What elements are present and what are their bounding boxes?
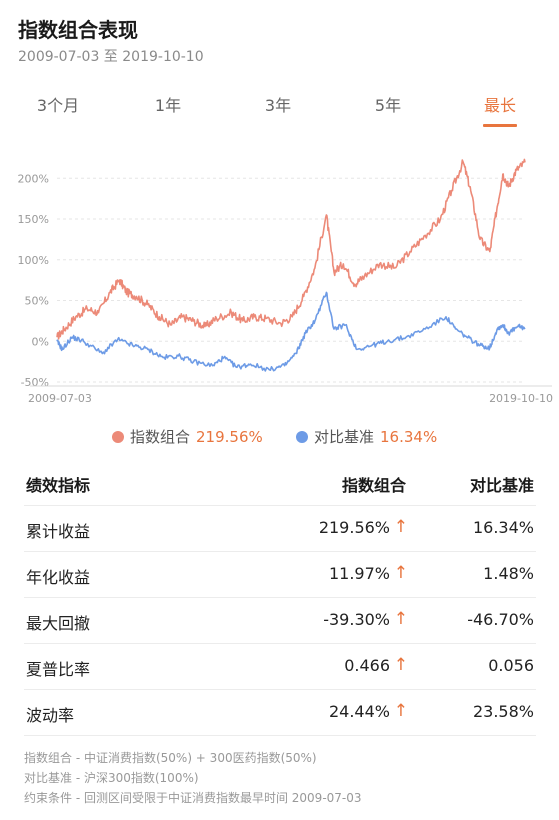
tab-1-year[interactable]: 1年 <box>154 96 182 115</box>
series-line-portfolio <box>56 158 526 340</box>
arrow-up-icon: ↑ <box>393 517 408 537</box>
performance-table: 绩效指标 指数组合 对比基准 累计收益 219.56% ↑ 16.34% 年化收… <box>24 460 536 736</box>
legend-portfolio: 指数组合 219.56% <box>112 426 263 447</box>
legend-portfolio-value: 219.56% <box>196 427 263 446</box>
legend-benchmark-value: 16.34% <box>380 427 438 446</box>
legend-benchmark-name: 对比基准 <box>314 428 375 446</box>
benchmark-dot-icon <box>296 430 308 443</box>
note-benchmark: 对比基准 - 沪深300指数(100%) <box>24 771 199 785</box>
portfolio-value: 11.97% <box>328 564 390 583</box>
performance-chart: 200% 150% 100% 50% 0% -50% 2009-07-03 2019-10-1… <box>18 158 553 405</box>
note-constraint: 约束条件 - 回测区间受限于中证消费指数最早时间 2009-07-03 <box>24 791 362 805</box>
arrow-up-icon: ↑ <box>393 563 408 583</box>
y-tick-label: 100% <box>18 254 49 267</box>
legend-benchmark: 对比基准 16.34% <box>296 426 437 447</box>
portfolio-value: 24.44% <box>328 702 390 721</box>
arrow-up-icon: ↑ <box>393 701 408 721</box>
y-tick-label: 0% <box>32 335 49 348</box>
x-tick-label: 2009-07-03 <box>28 392 92 405</box>
header-portfolio: 指数组合 <box>341 476 406 495</box>
tab-3-months[interactable]: 3个月 <box>36 96 80 115</box>
metric-label: 夏普比率 <box>26 660 91 679</box>
metric-label: 年化收益 <box>26 568 91 587</box>
date-range: 2009-07-03 至 2019-10-10 <box>18 49 204 65</box>
table-row: 年化收益 11.97% ↑ 1.48% <box>24 552 536 598</box>
portfolio-value: 0.466 <box>344 656 390 675</box>
table-row: 累计收益 219.56% ↑ 16.34% <box>24 506 536 552</box>
portfolio-value: -39.30% <box>323 610 390 629</box>
legend-portfolio-name: 指数组合 <box>130 428 191 446</box>
portfolio-value: 219.56% <box>318 518 390 537</box>
benchmark-value: 0.056 <box>488 656 534 675</box>
arrow-up-icon: ↑ <box>393 655 408 675</box>
arrow-up-icon: ↑ <box>393 609 408 629</box>
page-title: 指数组合表现 <box>18 18 138 42</box>
series-line-benchmark <box>56 291 526 372</box>
table-row: 波动率 24.44% ↑ 23.58% <box>24 690 536 736</box>
chart-legend: 指数组合 219.56% 对比基准 16.34% <box>0 426 559 450</box>
benchmark-value: 23.58% <box>472 702 534 721</box>
table-row: 夏普比率 0.466 ↑ 0.056 <box>24 644 536 690</box>
y-tick-label: -50% <box>21 376 49 389</box>
active-tab-indicator <box>483 124 517 127</box>
tab-max[interactable]: 最长 <box>483 96 516 115</box>
benchmark-value: 1.48% <box>483 564 534 583</box>
metric-label: 累计收益 <box>26 522 91 541</box>
metric-label: 波动率 <box>26 706 75 725</box>
x-tick-label: 2019-10-10 <box>489 392 553 405</box>
y-tick-label: 150% <box>18 213 49 226</box>
header-benchmark: 对比基准 <box>469 476 534 495</box>
benchmark-value: 16.34% <box>472 518 534 537</box>
table-header: 绩效指标 指数组合 对比基准 <box>24 460 536 506</box>
note-portfolio: 指数组合 - 中证消费指数(50%) + 300医药指数(50%) <box>24 751 317 765</box>
metric-label: 最大回撤 <box>26 614 91 633</box>
table-row: 最大回撤 -39.30% ↑ -46.70% <box>24 598 536 644</box>
y-tick-label: 200% <box>18 172 49 185</box>
header-metric: 绩效指标 <box>26 476 91 495</box>
tab-5-years[interactable]: 5年 <box>374 96 402 115</box>
tab-3-years[interactable]: 3年 <box>264 96 292 115</box>
period-tabs: 3个月 1年 3年 5年 最长 <box>0 92 559 132</box>
portfolio-dot-icon <box>112 430 124 443</box>
y-tick-label: 50% <box>25 295 49 308</box>
benchmark-value: -46.70% <box>467 610 534 629</box>
footnotes: 指数组合 - 中证消费指数(50%) + 300医药指数(50%) 对比基准 -… <box>24 748 362 808</box>
